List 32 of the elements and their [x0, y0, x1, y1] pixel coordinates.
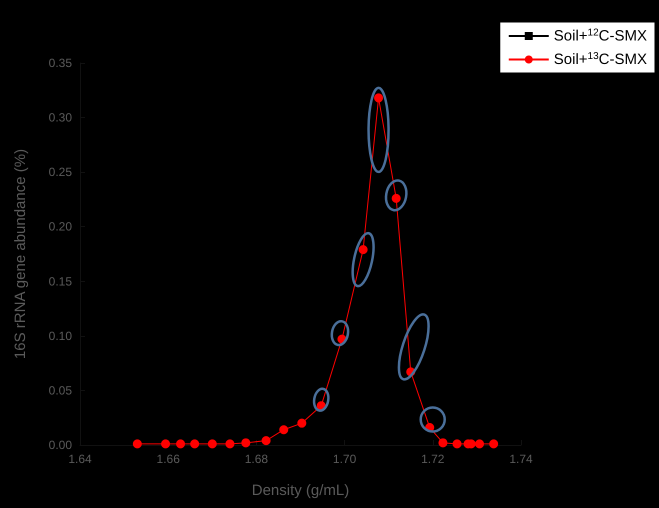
y-tick-label: 0.15: [48, 274, 72, 288]
y-axis-title: 16S rRNA gene abundance (%): [12, 148, 29, 360]
y-tick-label: 0.20: [48, 220, 72, 234]
point: [132, 439, 142, 448]
x-tick-label: 1.64: [68, 452, 92, 466]
point: [452, 439, 462, 448]
point: [358, 245, 368, 254]
point: [190, 439, 200, 448]
x-tick-label: 1.74: [509, 452, 533, 466]
y-tick-label: 0.10: [48, 328, 72, 343]
x-tick-label: 1.66: [156, 452, 180, 466]
x-axis-title: Density (g/mL): [252, 482, 350, 499]
y-tick-label: 0.00: [48, 438, 72, 452]
point: [489, 439, 498, 448]
x-tick-label: 1.70: [332, 452, 357, 466]
point: [208, 439, 217, 448]
point: [262, 436, 271, 446]
point: [279, 425, 288, 434]
point: [161, 439, 170, 448]
y-tick-label: 0.05: [48, 383, 72, 398]
point: [297, 418, 306, 428]
point: [475, 439, 484, 448]
point: [438, 438, 448, 448]
point: [176, 439, 186, 448]
y-tick-label: 0.30: [48, 110, 72, 125]
y-tick-label: 0.35: [48, 56, 72, 70]
point: [241, 438, 250, 448]
point: [225, 439, 234, 448]
y-tick-label: 0.25: [48, 165, 72, 180]
x-tick-label: 1.72: [421, 452, 445, 466]
x-tick-label: 1.68: [244, 452, 268, 466]
point: [374, 93, 384, 102]
